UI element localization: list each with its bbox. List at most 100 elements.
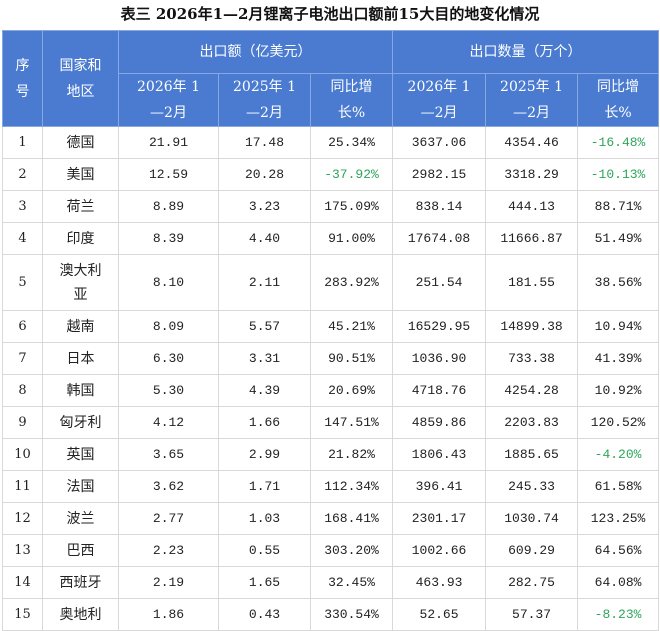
- cell-qty-2026: 4718.76: [392, 374, 487, 407]
- cell-country: 印度: [42, 222, 119, 255]
- cell-value-2025: 0.55: [218, 534, 311, 567]
- cell-qty-2025: 11666.87: [485, 222, 579, 255]
- cell-qty-yoy: -4.20%: [577, 438, 660, 471]
- cell-qty-yoy: 38.56%: [577, 254, 660, 311]
- cell-seq: 13: [2, 534, 43, 567]
- cell-value-yoy: 147.51%: [309, 406, 394, 439]
- cell-seq: 1: [2, 126, 43, 159]
- cell-qty-2025: 181.55: [485, 254, 579, 311]
- cell-value-2025: 4.40: [218, 222, 311, 255]
- cell-qty-yoy: 10.94%: [577, 310, 660, 343]
- cell-seq: 11: [2, 470, 43, 503]
- cell-qty-2025: 245.33: [485, 470, 579, 503]
- cell-qty-2026: 2301.17: [392, 502, 487, 535]
- cell-qty-yoy: 61.58%: [577, 470, 660, 503]
- header-value-2025: 2025年 1—2月: [218, 73, 311, 127]
- cell-country: 德国: [42, 126, 119, 159]
- cell-value-2025: 5.57: [218, 310, 311, 343]
- cell-value-2026: 2.77: [118, 502, 219, 535]
- cell-qty-2026: 1806.43: [392, 438, 487, 471]
- cell-qty-2025: 733.38: [485, 342, 579, 375]
- cell-value-yoy: 330.54%: [309, 598, 394, 631]
- cell-value-2026: 21.91: [118, 126, 219, 159]
- cell-qty-yoy: -16.48%: [577, 126, 660, 159]
- table-title: 表三 2026年1—2月锂离子电池出口额前15大目的地变化情况: [120, 5, 540, 23]
- cell-value-2026: 12.59: [118, 158, 219, 191]
- cell-qty-yoy: 41.39%: [577, 342, 660, 375]
- cell-qty-2026: 1002.66: [392, 534, 487, 567]
- cell-seq: 2: [2, 158, 43, 191]
- cell-value-2025: 20.28: [218, 158, 311, 191]
- cell-qty-2026: 3637.06: [392, 126, 487, 159]
- cell-qty-2025: 4254.28: [485, 374, 579, 407]
- cell-value-2026: 1.86: [118, 598, 219, 631]
- table-row: 14 西班牙 2.19 1.65 32.45% 463.93 282.75 64.08%: [2, 566, 660, 599]
- table-row: 12 波兰 2.77 1.03 168.41% 2301.17 1030.74 123.25%: [2, 502, 660, 535]
- cell-value-2025: 4.39: [218, 374, 311, 407]
- cell-qty-yoy: -10.13%: [577, 158, 660, 191]
- table-row: 9 匈牙利 4.12 1.66 147.51% 4859.86 2203.83 120.52%: [2, 406, 660, 439]
- cell-seq: 8: [2, 374, 43, 407]
- cell-value-2026: 3.65: [118, 438, 219, 471]
- cell-country: 法国: [42, 470, 119, 503]
- cell-qty-yoy: 88.71%: [577, 190, 660, 223]
- cell-seq: 12: [2, 502, 43, 535]
- cell-value-yoy: 25.34%: [309, 126, 394, 159]
- cell-qty-yoy: 123.25%: [577, 502, 660, 535]
- header-value-group: 出口额（亿美元）: [117, 30, 394, 74]
- table-row: 3 荷兰 8.89 3.23 175.09% 838.14 444.13 88.71%: [2, 190, 660, 223]
- cell-value-2025: 1.03: [218, 502, 311, 535]
- cell-country: 英国: [42, 438, 119, 471]
- cell-country: 日本: [42, 342, 119, 375]
- cell-qty-yoy: 51.49%: [577, 222, 660, 255]
- table-row: 13 巴西 2.23 0.55 303.20% 1002.66 609.29 64.56%: [2, 534, 660, 567]
- cell-qty-2025: 1030.74: [485, 502, 579, 535]
- cell-country: 匈牙利: [42, 406, 119, 439]
- table-row: 5 澳大利亚 8.10 2.11 283.92% 251.54 181.55 38.56%: [2, 254, 660, 311]
- cell-value-2026: 2.23: [118, 534, 219, 567]
- cell-value-2026: 8.89: [118, 190, 219, 223]
- cell-value-2025: 1.71: [218, 470, 311, 503]
- cell-country: 荷兰: [42, 190, 119, 223]
- cell-value-yoy: 20.69%: [309, 374, 394, 407]
- cell-value-yoy: 32.45%: [309, 566, 394, 599]
- table-row: 2 美国 12.59 20.28 -37.92% 2982.15 3318.29 -10.13…: [2, 158, 660, 191]
- cell-qty-yoy: 120.52%: [577, 406, 660, 439]
- header-country: 国家和地区: [42, 30, 119, 127]
- table-row: 10 英国 3.65 2.99 21.82% 1806.43 1885.65 -4.20%: [2, 438, 660, 471]
- cell-value-2026: 6.30: [118, 342, 219, 375]
- cell-qty-2025: 4354.46: [485, 126, 579, 159]
- cell-qty-2026: 463.93: [392, 566, 487, 599]
- header-qty-yoy: 同比增长%: [577, 73, 660, 127]
- cell-value-yoy: 90.51%: [309, 342, 394, 375]
- table-row: 15 奥地利 1.86 0.43 330.54% 52.65 57.37 -8.23%: [2, 598, 660, 631]
- cell-value-yoy: 303.20%: [309, 534, 394, 567]
- cell-qty-yoy: 10.92%: [577, 374, 660, 407]
- cell-qty-2025: 282.75: [485, 566, 579, 599]
- cell-qty-2025: 1885.65: [485, 438, 579, 471]
- cell-value-2025: 1.65: [218, 566, 311, 599]
- table-row: 11 法国 3.62 1.71 112.34% 396.41 245.33 61.58%: [2, 470, 660, 503]
- cell-seq: 6: [2, 310, 43, 343]
- cell-seq: 15: [2, 598, 43, 631]
- cell-value-2026: 8.39: [118, 222, 219, 255]
- header-qty-2026: 2026年 1—2月: [392, 73, 487, 127]
- cell-qty-2025: 3318.29: [485, 158, 579, 191]
- cell-value-yoy: 112.34%: [309, 470, 394, 503]
- cell-qty-2026: 16529.95: [392, 310, 487, 343]
- cell-qty-2026: 4859.86: [392, 406, 487, 439]
- cell-qty-2026: 17674.08: [392, 222, 487, 255]
- cell-qty-2025: 57.37: [485, 598, 579, 631]
- cell-country: 巴西: [42, 534, 119, 567]
- cell-value-yoy: 283.92%: [309, 254, 394, 311]
- cell-value-2025: 0.43: [218, 598, 311, 631]
- cell-seq: 10: [2, 438, 43, 471]
- cell-qty-2026: 2982.15: [392, 158, 487, 191]
- cell-country: 美国: [42, 158, 119, 191]
- cell-seq: 14: [2, 566, 43, 599]
- cell-seq: 5: [2, 254, 43, 311]
- cell-value-yoy: 91.00%: [309, 222, 394, 255]
- cell-country: 西班牙: [42, 566, 119, 599]
- cell-qty-2025: 14899.38: [485, 310, 579, 343]
- cell-value-2025: 2.99: [218, 438, 311, 471]
